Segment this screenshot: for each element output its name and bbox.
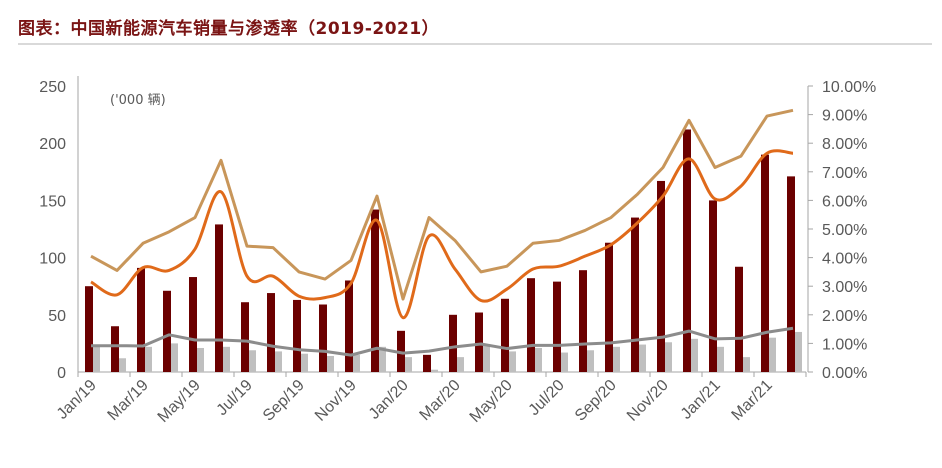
sales-bar: [709, 200, 717, 372]
x-tick-label: Mar/19: [105, 377, 152, 424]
upper-rate-line: [90, 108, 794, 301]
x-tick-label: Nov/19: [312, 377, 360, 425]
secondary-bar: [197, 347, 204, 372]
axes: 0 50 100 150 200 250 0.00% 1.00% 2.00% 3.00% 4.00%…: [39, 76, 876, 426]
lower-rate-line: [90, 149, 794, 320]
right-tick-label: 2.00%: [822, 308, 867, 325]
sales-bar: [85, 286, 93, 372]
sales-bar: [371, 209, 379, 372]
right-tick-label: 10.00%: [822, 79, 876, 96]
x-tick-label: Sep/19: [260, 377, 308, 425]
right-tick-label: 5.00%: [822, 222, 867, 239]
sales-bar: [631, 217, 639, 372]
sales-bar: [137, 267, 145, 372]
line-series: [90, 108, 794, 357]
secondary-bar: [119, 358, 126, 372]
sales-bar: [527, 278, 535, 372]
x-tick-label: May/19: [155, 377, 204, 426]
sales-bar: [761, 154, 769, 372]
secondary-bar: [93, 346, 100, 372]
secondary-bar: [535, 347, 542, 372]
x-tick-label: Mar/20: [417, 377, 464, 424]
secondary-bar: [743, 357, 750, 372]
secondary-bar: [587, 350, 594, 372]
secondary-bar: [249, 350, 256, 372]
secondary-bar: [509, 351, 516, 372]
x-tick-label: Jul/19: [214, 377, 256, 419]
right-tick-label: 3.00%: [822, 279, 867, 296]
left-tick-label: 200: [39, 136, 66, 153]
x-tick-label: Mar/21: [729, 377, 776, 424]
x-tick-label: May/20: [467, 377, 516, 426]
secondary-bar: [431, 369, 438, 372]
secondary-bar: [379, 346, 386, 372]
secondary-bar: [483, 345, 490, 372]
right-tick-label: 1.00%: [822, 336, 867, 353]
secondary-bar: [353, 354, 360, 372]
sales-bar: [241, 302, 249, 372]
right-tick-label: 0.00%: [822, 365, 867, 382]
right-tick-label: 9.00%: [822, 108, 867, 125]
x-tick-label: Nov/20: [624, 377, 672, 425]
sales-bar: [319, 304, 327, 372]
left-tick-label: 150: [39, 193, 66, 210]
chart-title: 图表：中国新能源汽车销量与渗透率（2019-2021）: [18, 19, 440, 39]
left-tick-label: 0: [57, 365, 66, 382]
secondary-bar: [457, 357, 464, 372]
sales-bar: [215, 224, 223, 372]
x-tick-label: Jul/20: [526, 377, 568, 419]
secondary-bar: [691, 338, 698, 372]
secondary-bar: [327, 355, 334, 372]
sales-bar: [787, 176, 795, 372]
sales-bar: [163, 290, 171, 372]
secondary-bar: [171, 343, 178, 372]
left-tick-label: 50: [48, 308, 66, 325]
secondary-bar: [405, 357, 412, 372]
sales-bar: [189, 277, 197, 372]
secondary-bar: [613, 346, 620, 372]
right-tick-label: 8.00%: [822, 136, 867, 153]
sales-bar: [345, 280, 353, 372]
secondary-bar: [145, 346, 152, 372]
sales-bar: [111, 326, 119, 372]
secondary-bar: [639, 344, 646, 372]
sales-bar: [579, 270, 587, 372]
left-tick-label: 250: [39, 79, 66, 96]
title-divider: [18, 43, 932, 45]
secondary-bar: [769, 337, 776, 372]
sales-bar: [423, 354, 431, 372]
secondary-bar: [223, 346, 230, 372]
secondary-bar: [717, 346, 724, 372]
unit-label: ('000 辆): [110, 93, 166, 108]
sales-bar: [605, 242, 613, 372]
secondary-bar: [795, 331, 802, 372]
secondary-bar: [561, 352, 568, 372]
left-tick-label: 100: [39, 251, 66, 268]
sales-bar: [293, 299, 301, 372]
sales-bar: [449, 314, 457, 372]
secondary-bar: [665, 342, 672, 372]
right-tick-label: 4.00%: [822, 251, 867, 268]
sales-bar: [267, 293, 275, 372]
sales-bar: [735, 266, 743, 372]
sales-bar: [657, 180, 665, 372]
x-tick-label: Jan/21: [678, 377, 724, 423]
x-tick-label: Sep/20: [572, 377, 620, 425]
secondary-bar: [301, 353, 308, 372]
x-tick-label: Jan/19: [54, 377, 100, 423]
sales-bar: [553, 281, 561, 372]
secondary-bar: [275, 351, 282, 372]
right-tick-label: 7.00%: [822, 165, 867, 182]
sales-bar: [475, 312, 483, 372]
bar-series: [85, 129, 802, 372]
right-tick-label: 6.00%: [822, 193, 867, 210]
sales-bar: [683, 129, 691, 372]
sales-bar: [501, 298, 509, 372]
secondary-rate-line: [91, 326, 794, 357]
x-tick-label: Jan/20: [366, 377, 412, 423]
